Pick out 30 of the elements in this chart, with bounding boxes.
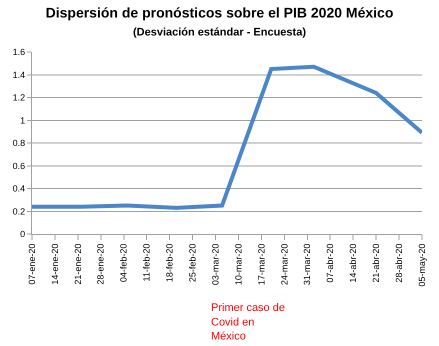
x-tick-label: 05-may-20 — [416, 244, 427, 287]
y-tick-label: 1.6 — [12, 47, 26, 58]
x-tick-label: 21-abr-20 — [371, 244, 382, 283]
y-tick-label: 1.2 — [12, 92, 26, 103]
y-tick-label: 0.4 — [12, 184, 26, 194]
x-tick-label: 28-ene-20 — [96, 244, 106, 285]
text: Primer caso de Covid en México — [211, 302, 285, 343]
x-tick-label: 25-feb-20 — [188, 244, 198, 282]
y-tick-label: 0.6 — [12, 160, 26, 171]
y-tick-label: 0.8 — [12, 138, 26, 148]
chart-title: Dispersión de pronósticos sobre el PIB 2020 México — [46, 4, 394, 20]
y-tick-label: 0 — [20, 229, 26, 240]
x-tick-label: 04-feb-20 — [118, 244, 129, 282]
x-tick-label: 10-mar-20 — [233, 244, 244, 286]
x-tick-label: 07-ene-20 — [26, 244, 37, 285]
x-tick-label: 24-mar-20 — [279, 244, 290, 286]
x-tick-label: 14-abr-20 — [348, 244, 358, 283]
x-tick-label: 31-mar-20 — [302, 244, 312, 286]
y-tick-label: 1.4 — [12, 70, 26, 80]
x-tick-label: 03-mar-20 — [210, 244, 220, 286]
x-tick-label: 17-mar-20 — [256, 244, 266, 286]
x-tick-label: 14-ene-20 — [50, 244, 60, 285]
x-tick-label: 28-abr-20 — [394, 244, 404, 283]
y-tick-label: 0.2 — [12, 206, 26, 216]
x-tick-label: 18-feb-20 — [164, 244, 175, 282]
chart-subtitle: (Desviación estándar - Encuesta) — [132, 26, 306, 38]
y-tick-label: 1 — [20, 115, 26, 126]
x-tick-label: 21-ene-20 — [72, 244, 83, 285]
x-tick-label: 11-feb-20 — [142, 244, 152, 282]
x-tick-label: 07-abr-20 — [325, 244, 336, 283]
